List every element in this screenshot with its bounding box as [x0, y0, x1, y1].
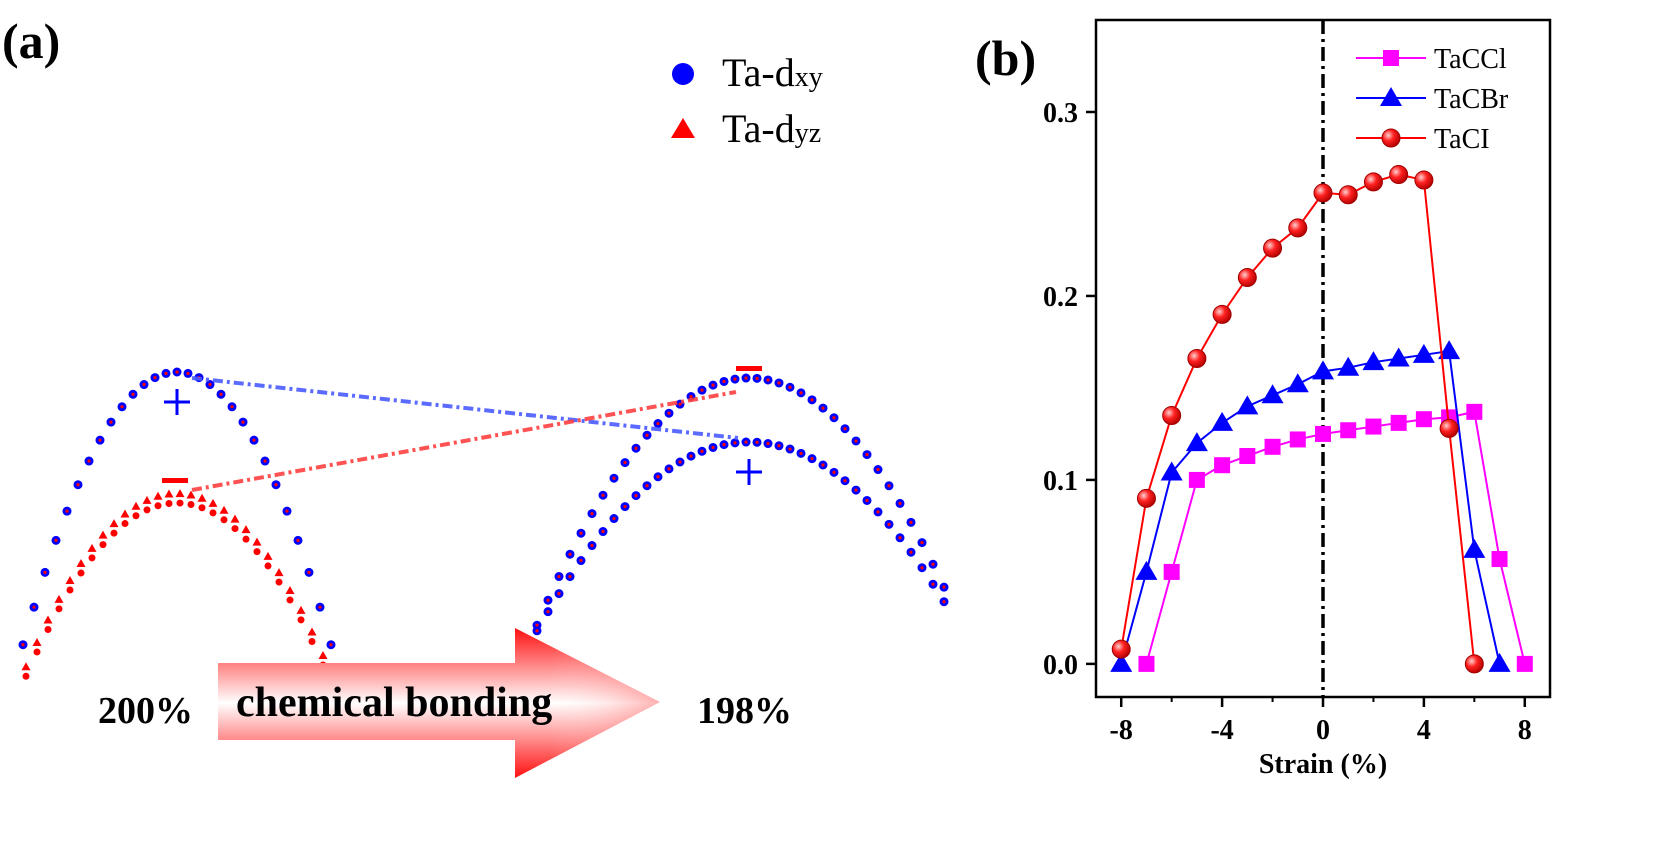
data-point-TaCBr [1160, 461, 1183, 481]
legend-item-TaCCl: TaCCl [1356, 44, 1507, 75]
blue-crossing-line [191, 376, 739, 440]
data-point-TaCCl [1315, 425, 1331, 442]
data-point-TaCCl [1239, 448, 1256, 465]
data-point-TaCCl [1163, 563, 1180, 580]
panel-b-label: (b) [975, 30, 1036, 86]
data-point-TaCCl [1264, 438, 1281, 455]
legend-dyz-text: Ta-dyz [722, 106, 821, 151]
data-point-TaCBr [1387, 347, 1410, 367]
left-percent-label: 200% [98, 690, 193, 732]
data-point-TaCI [1313, 183, 1333, 203]
minus-marker-right [736, 366, 762, 371]
data-point-TaCBr [1312, 360, 1334, 380]
band-right-upper [521, 373, 949, 657]
data-point-TaCBr [1362, 351, 1385, 371]
data-point-TaCI [1237, 268, 1257, 288]
legend-dyz-marker [671, 118, 695, 138]
legend-dxy-text: Ta-dxy [722, 50, 823, 95]
plus-marker-right [736, 459, 762, 485]
data-point-TaCI [1111, 639, 1131, 659]
data-point-TaCBr [1135, 560, 1158, 580]
x-tick-label: 0 [1316, 715, 1330, 746]
data-point-TaCBr [1286, 373, 1309, 393]
y-tick-label: 0.0 [1043, 650, 1078, 681]
data-point-TaCI [1263, 238, 1283, 258]
series-TaCBr [1110, 340, 1511, 672]
data-point-TaCI [1439, 418, 1459, 438]
x-axis-label: Strain (%) [1259, 749, 1387, 780]
band-left-lower [21, 489, 328, 680]
data-point-TaCI [1187, 349, 1207, 368]
y-tick-label: 0.3 [1043, 98, 1078, 129]
x-tick-label: -8 [1110, 715, 1133, 746]
data-point-TaCI [1288, 218, 1308, 238]
data-point-TaCCl [1466, 403, 1483, 420]
series-line-TaCCl [1145, 410, 1526, 665]
data-point-TaCI [1464, 654, 1484, 674]
legend-item-TaCBr: TaCBr [1356, 84, 1509, 115]
legend-item-TaCI: TaCI [1356, 124, 1490, 155]
legend-label: TaCCl [1434, 44, 1507, 75]
series-TaCI [1111, 165, 1484, 674]
x-tick-label: -4 [1210, 715, 1233, 746]
legend-marker-TaCI [1381, 128, 1401, 148]
data-point-TaCBr [1211, 411, 1234, 431]
x-tick-label: 4 [1417, 715, 1431, 746]
data-point-TaCCl [1516, 655, 1533, 672]
minus-marker-left [162, 478, 188, 483]
data-point-TaCBr [1110, 652, 1133, 672]
band-left-upper [18, 367, 336, 650]
chemical-bonding-arrow: chemical bonding [218, 628, 660, 778]
axes: 0.0 0.1 0.2 0.3 -8 -4 0 4 8 [1043, 20, 1532, 746]
data-point-TaCBr [1463, 538, 1486, 558]
red-crossing-line [191, 390, 737, 492]
data-point-TaCI [1389, 165, 1409, 185]
data-point-TaCI [1212, 304, 1232, 324]
panel-b-chart: (b) 0.0 0.1 0.2 0.3 -8 -4 0 4 8 TaCCl TaCBr TaCI S… [975, 18, 1552, 780]
legend-marker-TaCCl [1383, 50, 1399, 66]
y-tick-label: 0.1 [1043, 466, 1078, 497]
legend-label: TaCI [1434, 124, 1490, 155]
series-line-TaCBr [1120, 350, 1501, 665]
data-point-TaCCl [1188, 471, 1205, 488]
data-point-TaCBr [1261, 384, 1284, 404]
data-point-TaCBr [1488, 652, 1511, 672]
data-point-TaCCl [1214, 457, 1231, 474]
arrow-label: chemical bonding [236, 680, 552, 726]
data-point-TaCCl [1491, 551, 1508, 568]
legend-marker-TaCBr [1380, 87, 1402, 106]
right-percent-label: 198% [697, 690, 792, 732]
data-point-TaCBr [1337, 356, 1360, 376]
band-crossing-lines [191, 376, 739, 492]
data-point-TaCI [1338, 185, 1358, 205]
data-point-TaCCl [1340, 422, 1357, 439]
data-point-TaCI [1414, 170, 1434, 190]
data-point-TaCCl [1415, 411, 1432, 428]
data-point-TaCCl [1138, 655, 1155, 672]
band-dots [18, 367, 949, 680]
chart-legend: TaCCl TaCBr TaCI [1356, 44, 1509, 155]
data-point-TaCBr [1185, 432, 1208, 452]
y-tick-label: 0.2 [1043, 282, 1078, 313]
x-tick-label: 8 [1518, 715, 1532, 746]
panel-a-band-structure: (a) Ta-dxy Ta-dyz chemical bonding 200% … [2, 13, 949, 778]
data-point-TaCBr [1438, 340, 1461, 360]
data-point-TaCBr [1236, 395, 1259, 415]
series-layer [1110, 165, 1533, 674]
data-point-TaCI [1363, 172, 1383, 192]
panel-a-label: (a) [2, 13, 60, 69]
data-point-TaCCl [1365, 418, 1382, 435]
data-point-TaCCl [1390, 414, 1407, 431]
band-right-lower [521, 437, 949, 656]
legend-label: TaCBr [1434, 84, 1509, 115]
data-point-TaCBr [1412, 343, 1435, 363]
plus-marker-left [164, 389, 190, 415]
legend-dxy-marker [672, 63, 694, 85]
panel-a-legend: Ta-dxy Ta-dyz [671, 50, 823, 151]
data-point-TaCI [1136, 488, 1156, 508]
data-point-TaCI [1162, 406, 1182, 426]
data-point-TaCCl [1289, 431, 1306, 448]
